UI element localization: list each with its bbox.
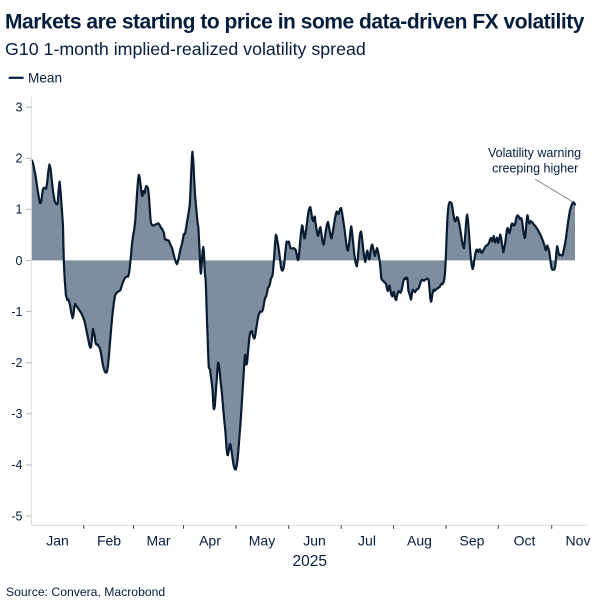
svg-text:-5: -5 (11, 509, 22, 523)
svg-text:-3: -3 (11, 407, 22, 421)
svg-text:Source: Convera, Macrobond: Source: Convera, Macrobond (6, 585, 165, 599)
svg-text:Nov: Nov (566, 533, 591, 549)
svg-text:Aug: Aug (407, 533, 432, 549)
svg-text:-1: -1 (11, 305, 22, 319)
svg-text:Jun: Jun (303, 533, 326, 549)
svg-text:Apr: Apr (199, 533, 221, 549)
svg-text:Jul: Jul (358, 533, 376, 549)
svg-text:1: 1 (16, 203, 23, 217)
svg-text:2: 2 (16, 152, 23, 166)
svg-text:Sep: Sep (460, 533, 485, 549)
svg-text:Oct: Oct (514, 533, 536, 549)
svg-text:Markets are starting to price: Markets are starting to price in some da… (5, 11, 585, 34)
svg-text:-2: -2 (11, 356, 22, 370)
svg-text:Volatility warning: Volatility warning (488, 146, 581, 160)
svg-text:Feb: Feb (97, 533, 121, 549)
svg-text:Mar: Mar (146, 533, 170, 549)
svg-text:-4: -4 (11, 458, 22, 472)
svg-text:G10 1-month implied-realized v: G10 1-month implied-realized volatility … (5, 39, 366, 59)
svg-text:creeping higher: creeping higher (492, 162, 578, 176)
svg-text:3: 3 (16, 101, 23, 115)
svg-text:May: May (249, 533, 275, 549)
svg-text:Jan: Jan (46, 533, 69, 549)
svg-text:0: 0 (16, 254, 23, 268)
svg-text:Mean: Mean (28, 70, 62, 85)
svg-text:2025: 2025 (293, 553, 327, 570)
